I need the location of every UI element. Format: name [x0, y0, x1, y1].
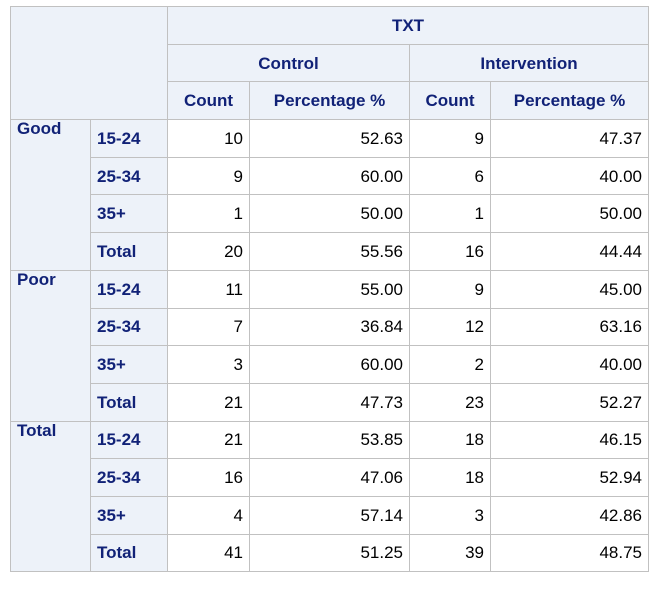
- row-label: 25-34: [90, 458, 168, 497]
- table-row: 25-34 16 47.06 18 52.94: [11, 458, 649, 497]
- row-label: 25-34: [90, 156, 168, 196]
- control-count-cell: 3: [167, 345, 250, 384]
- control-count-cell: 21: [167, 420, 250, 460]
- header-corner: [10, 5, 168, 121]
- row-label: 25-34: [90, 307, 168, 347]
- row-label: 35+: [90, 194, 168, 234]
- control-percentage-cell: 60.00: [249, 156, 410, 196]
- control-count-cell: 4: [167, 495, 250, 535]
- header-intervention-percentage: Percentage %: [490, 81, 649, 121]
- control-percentage-cell: 36.84: [249, 307, 410, 347]
- intervention-count-cell: 9: [409, 269, 491, 309]
- table-header: TXT Control Intervention Count Percentag…: [10, 5, 649, 121]
- intervention-count-cell: 23: [409, 382, 491, 422]
- control-percentage-cell: 47.06: [249, 458, 410, 497]
- table-row: Total 21 47.73 23 52.27: [11, 382, 649, 422]
- intervention-percentage-cell: 63.16: [490, 307, 649, 347]
- control-count-cell: 20: [167, 232, 250, 271]
- intervention-percentage-cell: 45.00: [490, 269, 649, 309]
- crosstab-container: TXT Control Intervention Count Percentag…: [10, 5, 649, 573]
- crosstab-table: TXT Control Intervention Count Percentag…: [10, 5, 649, 573]
- header-control-count: Count: [167, 81, 250, 121]
- intervention-percentage-cell: 52.27: [490, 382, 649, 422]
- intervention-percentage-cell: 47.37: [490, 119, 649, 158]
- table-row: Good 15-24 10 52.63 9 47.37: [10, 119, 649, 271]
- intervention-percentage-cell: 50.00: [490, 194, 649, 234]
- control-count-cell: 9: [167, 156, 250, 196]
- row-group-label: Good: [10, 119, 91, 271]
- control-percentage-cell: 57.14: [249, 495, 410, 535]
- intervention-percentage-cell: 42.86: [490, 495, 649, 535]
- control-count-cell: 7: [167, 307, 250, 347]
- control-percentage-cell: 51.25: [249, 533, 410, 573]
- row-label: 15-24: [90, 269, 168, 309]
- control-count-cell: 1: [167, 194, 250, 234]
- intervention-percentage-cell: 40.00: [490, 345, 649, 384]
- intervention-count-cell: 9: [409, 119, 491, 158]
- row-label: Total: [90, 232, 168, 271]
- table-row: Total 15-24 21 53.85 18 46.15: [10, 420, 649, 573]
- control-count-cell: 21: [167, 382, 250, 422]
- control-count-cell: 41: [167, 533, 250, 573]
- intervention-percentage-cell: 46.15: [490, 420, 649, 460]
- control-percentage-cell: 50.00: [249, 194, 410, 234]
- intervention-percentage-cell: 48.75: [490, 533, 649, 573]
- row-label: 35+: [90, 495, 168, 535]
- intervention-count-cell: 18: [409, 458, 491, 497]
- header-control-percentage: Percentage %: [249, 81, 410, 121]
- control-percentage-cell: 60.00: [249, 345, 410, 384]
- intervention-count-cell: 1: [409, 194, 491, 234]
- row-group-label: Poor: [10, 269, 91, 422]
- header-row-group: TXT: [10, 5, 649, 121]
- table-row: 25-34 7 36.84 12 63.16: [11, 307, 649, 347]
- table-body: Good 15-24 10 52.63 9 47.37 25-34 9 60.00 6 40.00 3…: [10, 119, 649, 573]
- header-row-columns: Control Intervention: [11, 43, 649, 83]
- control-count-cell: 16: [167, 458, 250, 497]
- row-group-label: Total: [10, 420, 91, 573]
- control-count-cell: 11: [167, 269, 250, 309]
- row-label: 15-24: [90, 119, 168, 158]
- header-intervention: Intervention: [409, 43, 649, 83]
- row-label: 35+: [90, 345, 168, 384]
- header-row-subcolumns: Count Percentage % Count Percentage %: [11, 81, 649, 121]
- table-row: 35+ 4 57.14 3 42.86: [11, 495, 649, 535]
- header-txt: TXT: [167, 6, 649, 45]
- header-control: Control: [167, 43, 410, 83]
- table-row: Total 20 55.56 16 44.44: [11, 232, 649, 271]
- row-label: Total: [90, 533, 168, 573]
- control-count-cell: 10: [167, 119, 250, 158]
- intervention-percentage-cell: 52.94: [490, 458, 649, 497]
- table-row: 35+ 3 60.00 2 40.00: [11, 345, 649, 384]
- table-row: 35+ 1 50.00 1 50.00: [11, 194, 649, 234]
- intervention-count-cell: 18: [409, 420, 491, 460]
- control-percentage-cell: 52.63: [249, 119, 410, 158]
- intervention-count-cell: 3: [409, 495, 491, 535]
- header-intervention-count: Count: [409, 81, 491, 121]
- intervention-count-cell: 12: [409, 307, 491, 347]
- intervention-percentage-cell: 44.44: [490, 232, 649, 271]
- control-percentage-cell: 53.85: [249, 420, 410, 460]
- intervention-count-cell: 39: [409, 533, 491, 573]
- control-percentage-cell: 55.00: [249, 269, 410, 309]
- control-percentage-cell: 55.56: [249, 232, 410, 271]
- table-row: 25-34 9 60.00 6 40.00: [11, 156, 649, 196]
- table-row: Poor 15-24 11 55.00 9 45.00: [10, 269, 649, 422]
- intervention-percentage-cell: 40.00: [490, 156, 649, 196]
- row-label: 15-24: [90, 420, 168, 460]
- intervention-count-cell: 16: [409, 232, 491, 271]
- intervention-count-cell: 2: [409, 345, 491, 384]
- control-percentage-cell: 47.73: [249, 382, 410, 422]
- intervention-count-cell: 6: [409, 156, 491, 196]
- table-row: Total 41 51.25 39 48.75: [11, 533, 649, 573]
- row-label: Total: [90, 382, 168, 422]
